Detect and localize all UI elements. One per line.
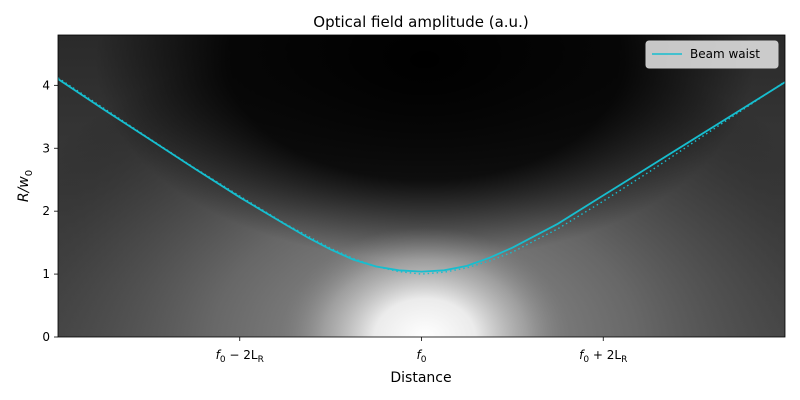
series-line-beam-waist: [58, 78, 785, 273]
x-axis: f0 − 2LR f0 f0 + 2LR: [216, 337, 627, 365]
legend: Beam waist: [645, 40, 779, 69]
y-tick-label: 2: [42, 204, 50, 218]
series-layer: [58, 77, 785, 275]
y-axis-title-main: R/w: [16, 176, 32, 202]
x-tick-label: f0 + 2LR: [579, 348, 627, 365]
y-axis-title: R/w0: [16, 170, 35, 202]
x-tick-label: f0 − 2LR: [216, 348, 264, 365]
legend-label-beam-waist: Beam waist: [690, 47, 760, 61]
heatmap-focus-glow: [58, 35, 785, 337]
plot-area: [58, 35, 785, 337]
chart-title: Optical field amplitude (a.u.): [313, 13, 528, 31]
y-tick-label: 0: [42, 330, 50, 344]
x-tick-label: f0: [417, 348, 427, 365]
legend-box: [645, 40, 779, 69]
y-tick-label: 4: [42, 78, 50, 92]
y-axis: 0 1 2 3 4: [42, 78, 58, 344]
y-tick-label: 3: [42, 141, 50, 155]
x-axis-title: Distance: [390, 370, 451, 386]
y-tick-label: 1: [42, 267, 50, 281]
series-line-reference-dotted: [58, 77, 785, 275]
y-axis-title-sub: 0: [24, 170, 35, 176]
